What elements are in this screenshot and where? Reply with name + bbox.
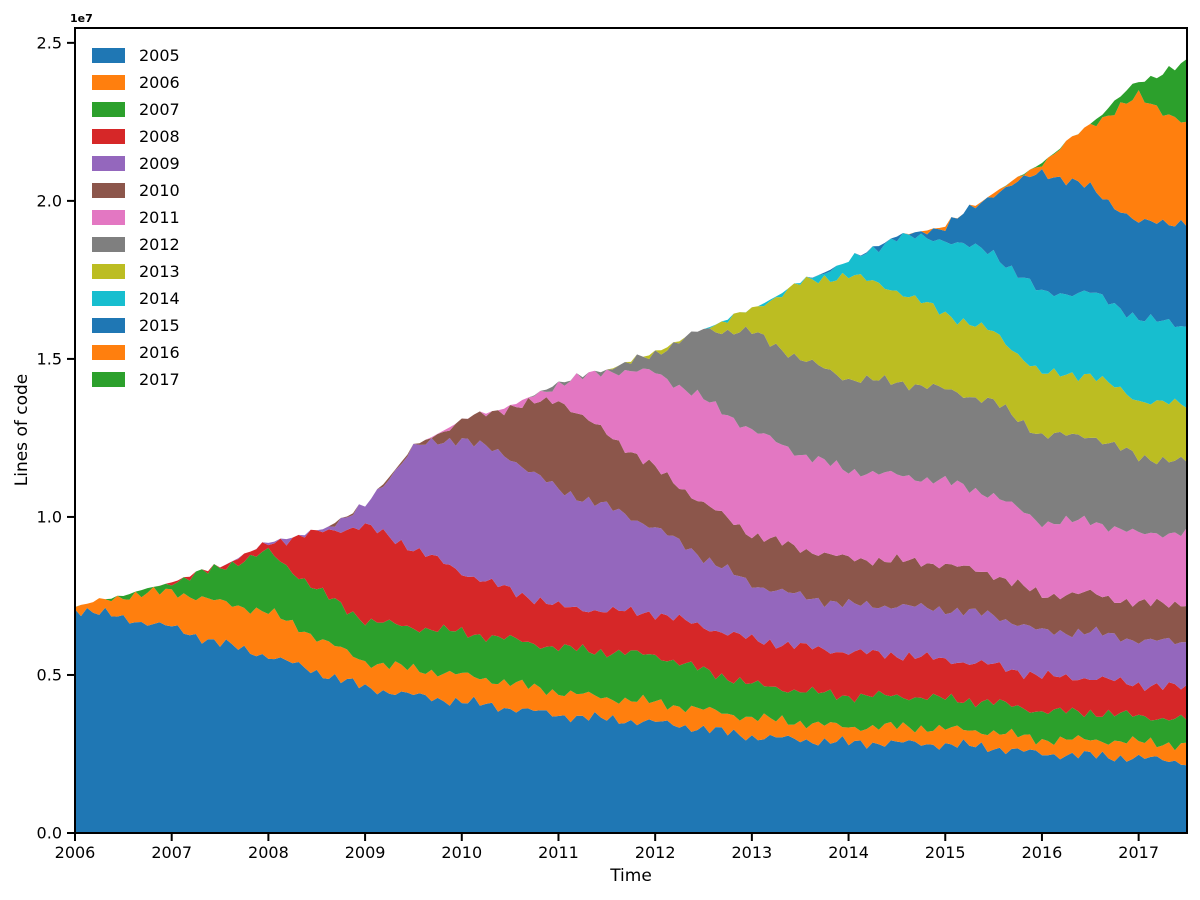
legend-swatch-2013 [92,264,125,279]
x-tick-label-2014: 2014 [828,843,869,862]
area-series-2013 [75,272,1187,607]
legend-item-2014: 2014 [92,285,180,312]
x-axis-label: Time [610,866,652,886]
legend-label-2012: 2012 [139,234,180,254]
x-tick-label-2013: 2013 [732,843,773,862]
y-axis-offset-text: 1e7 [70,12,93,25]
legend-label-2015: 2015 [139,315,180,335]
legend-label-2011: 2011 [139,207,180,227]
legend-item-2007: 2007 [92,96,180,123]
x-tick-label-2012: 2012 [635,843,676,862]
x-tick-label-2010: 2010 [441,843,482,862]
legend-swatch-2015 [92,318,125,333]
x-tick-label-2009: 2009 [345,843,386,862]
legend-label-2007: 2007 [139,99,180,119]
y-tick-label-1.0: 1.0 [37,507,62,526]
legend: 2005 2006 2007 2008 2009 2010 2011 2012 2013 2014… [86,40,186,395]
x-tick-label-2008: 2008 [248,843,289,862]
area-series-2009 [75,438,1187,691]
legend-label-2017: 2017 [139,369,180,389]
legend-item-2005: 2005 [92,42,180,69]
legend-label-2006: 2006 [139,72,180,92]
y-tick-label-2.0: 2.0 [37,191,62,210]
legend-swatch-2009 [92,156,125,171]
legend-label-2010: 2010 [139,180,180,200]
legend-item-2015: 2015 [92,312,180,339]
legend-item-2016: 2016 [92,339,180,366]
y-axis-label: Lines of code [12,373,32,487]
area-series-2005 [75,607,1187,833]
legend-item-2017: 2017 [92,366,180,393]
legend-swatch-2012 [92,237,125,252]
legend-swatch-2006 [92,75,125,90]
legend-item-2013: 2013 [92,258,180,285]
legend-swatch-2016 [92,345,125,360]
legend-label-2008: 2008 [139,126,180,146]
legend-item-2009: 2009 [92,150,180,177]
area-series-2007 [75,547,1187,751]
y-tick-label-0.5: 0.5 [37,665,62,684]
y-tick-label-1.5: 1.5 [37,349,62,368]
legend-label-2016: 2016 [139,342,180,362]
y-tick-label-2.5: 2.5 [37,33,62,52]
x-tick-label-2016: 2016 [1022,843,1063,862]
area-series-2016 [75,90,1187,608]
legend-swatch-2014 [92,291,125,306]
x-tick-label-2007: 2007 [151,843,192,862]
y-tick-label-0.0: 0.0 [37,824,62,843]
legend-label-2009: 2009 [139,153,180,173]
legend-label-2013: 2013 [139,261,180,281]
area-series-2015 [75,169,1187,607]
axes-spines [74,27,1188,834]
area-series-2006 [75,586,1187,766]
legend-swatch-2007 [92,102,125,117]
area-series-2012 [75,326,1187,607]
legend-label-2014: 2014 [139,288,180,308]
legend-swatch-2010 [92,183,125,198]
legend-label-2005: 2005 [139,45,180,65]
x-tick-label-2006: 2006 [55,843,96,862]
legend-item-2011: 2011 [92,204,180,231]
legend-item-2012: 2012 [92,231,180,258]
legend-swatch-2011 [92,210,125,225]
x-tick-label-2011: 2011 [538,843,579,862]
legend-item-2006: 2006 [92,69,180,96]
area-series-2008 [75,523,1187,721]
legend-swatch-2008 [92,129,125,144]
legend-swatch-2017 [92,372,125,387]
x-tick-label-2017: 2017 [1118,843,1159,862]
legend-item-2010: 2010 [92,177,180,204]
legend-item-2008: 2008 [92,123,180,150]
area-series-2010 [75,397,1187,645]
legend-swatch-2005 [92,48,125,63]
x-tick-label-2015: 2015 [925,843,966,862]
area-series-2011 [75,368,1187,608]
